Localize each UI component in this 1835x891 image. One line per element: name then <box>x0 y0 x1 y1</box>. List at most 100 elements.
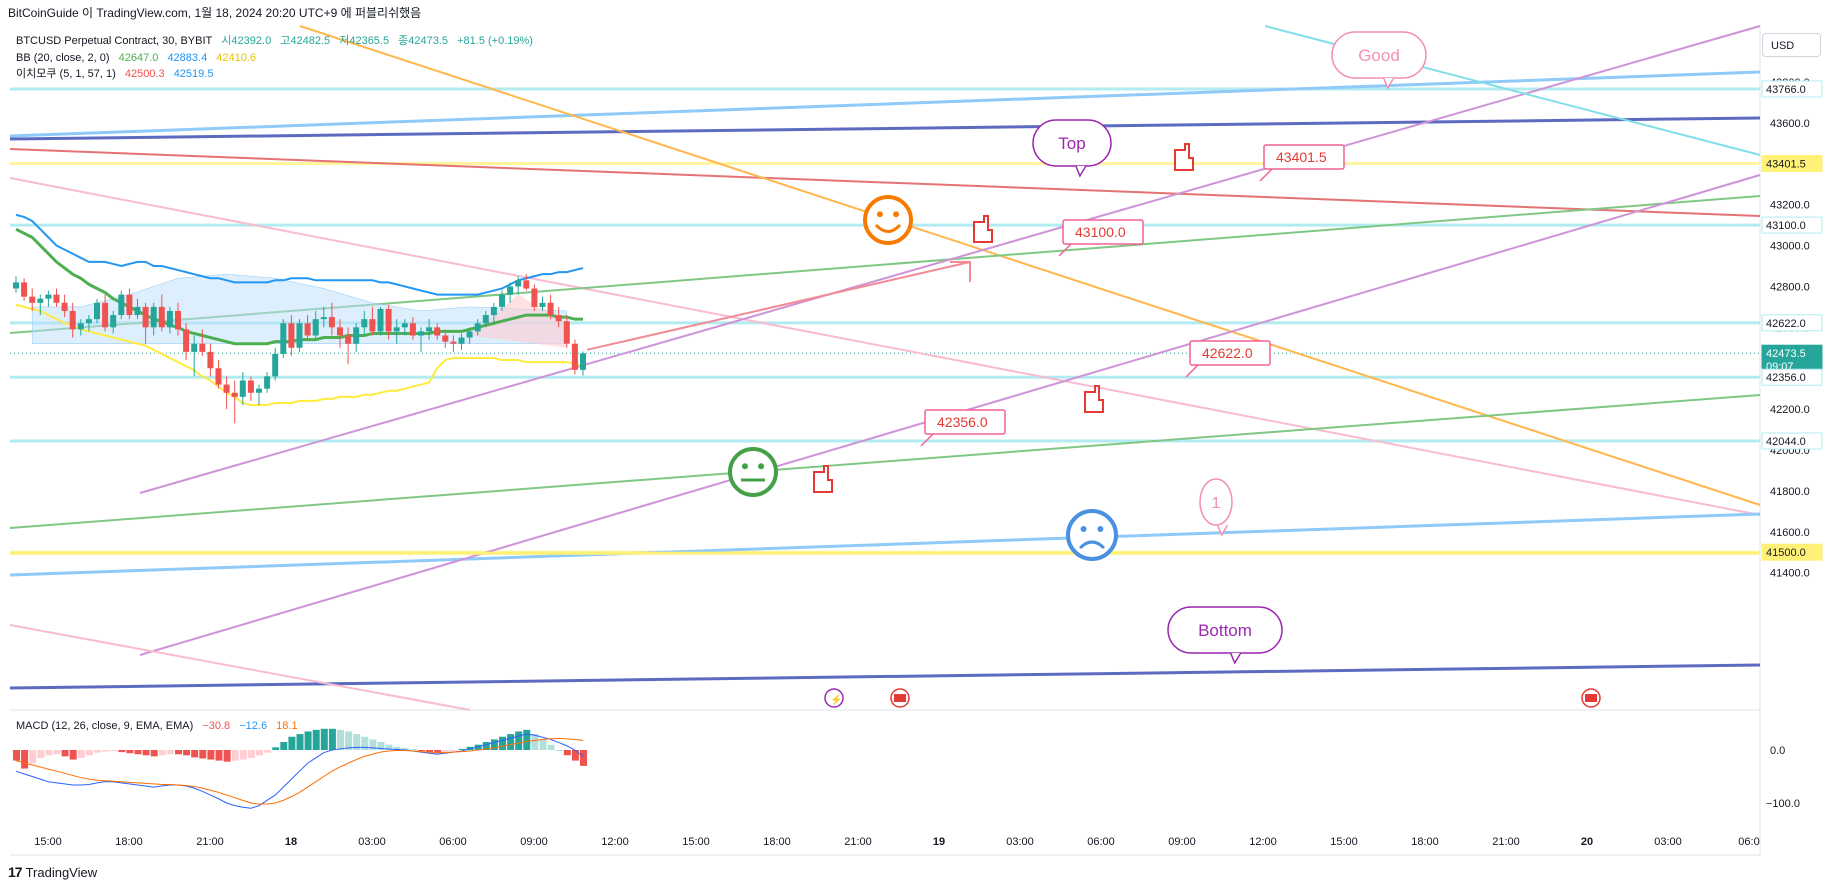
macd-histogram-bar <box>199 750 207 759</box>
candle-body <box>102 302 109 328</box>
one-bubble <box>1199 478 1233 526</box>
time-tick-label: 06:0 <box>1738 836 1759 848</box>
candle-body <box>353 327 360 344</box>
macd-label: MACD (12, 26, close, 9, EMA, EMA) <box>16 720 194 732</box>
smiley-happy-icon-mouth <box>874 223 902 233</box>
price-tag-label: 43401.5 <box>1766 158 1806 170</box>
macd-histogram-bar <box>328 728 336 750</box>
price-callout-box <box>1189 340 1271 366</box>
smiley-neutral-icon-eye <box>758 463 765 470</box>
top-bubble <box>1032 119 1112 167</box>
lightning-glyph: ⚡ <box>830 693 842 706</box>
macd-histogram-bar <box>320 728 328 750</box>
candle-body <box>21 282 28 297</box>
currency-button[interactable]: USD <box>1762 33 1821 57</box>
footer-brand: 17 TradingView <box>8 864 97 880</box>
macd-histogram-bar <box>288 736 296 750</box>
price-tag-label: 43766.0 <box>1766 84 1806 96</box>
smiley-neutral-icon-eye <box>741 463 748 470</box>
time-tick-label: 03:00 <box>358 836 386 848</box>
trend-line <box>9 394 1761 529</box>
forecast-arrowhead <box>950 261 971 282</box>
macd-histogram-bar <box>426 750 434 753</box>
ichimoku-b-value: 42519.5 <box>173 68 214 80</box>
candle-body <box>183 329 190 352</box>
candle-body <box>401 323 408 328</box>
price-tick-label: 43600.0 <box>1770 118 1810 130</box>
macd-line <box>15 733 584 809</box>
time-tick-label: 21:00 <box>196 836 224 848</box>
candle-body <box>134 306 141 316</box>
macd-histogram-bar <box>507 734 515 750</box>
price-tick-label: 42200.0 <box>1770 404 1810 416</box>
trend-line <box>9 148 1761 217</box>
price-tick-label: 43200.0 <box>1770 200 1810 212</box>
macd-histogram-bar <box>369 739 377 750</box>
candle-body <box>377 308 384 332</box>
candle-body <box>296 323 303 348</box>
macd-histogram-bar <box>539 739 547 750</box>
candle-body <box>337 327 343 336</box>
macd-histogram-bar <box>377 742 385 750</box>
candle-body <box>369 319 376 332</box>
top-label: Top <box>1058 134 1085 153</box>
macd-hist-value: −30.8 <box>202 720 231 732</box>
price-tick-label: 42800.0 <box>1770 281 1810 293</box>
time-tick-label: 03:00 <box>1006 836 1034 848</box>
smiley-happy-icon <box>863 195 913 245</box>
bb-lower-line <box>15 303 584 407</box>
candle-body <box>13 282 19 289</box>
macd-histogram-bar <box>531 734 539 750</box>
ichimoku-cloud-red <box>469 294 567 348</box>
macd-histogram-bar <box>150 750 158 757</box>
price-callout-box <box>1062 219 1144 245</box>
time-tick-label: 09:00 <box>1168 836 1196 848</box>
macd-histogram-bar <box>207 750 215 760</box>
candle-body <box>499 294 505 307</box>
candle-body <box>507 286 514 295</box>
trend-line <box>9 512 1761 577</box>
candle-body <box>523 280 530 289</box>
time-tick-label: 18:00 <box>115 836 143 848</box>
macd-histogram-bar <box>142 750 150 756</box>
smiley-neutral-icon <box>728 447 778 497</box>
price-callout-pointer <box>920 433 934 447</box>
macd-histogram-bar <box>393 746 401 750</box>
macd-histogram-bar <box>442 750 450 753</box>
macd-histogram-bar <box>490 739 498 750</box>
candle-body <box>61 302 68 311</box>
us-flag-stripes <box>1585 694 1597 702</box>
candle-body <box>304 323 311 336</box>
price-tag-box <box>1761 216 1823 234</box>
ohlc-high: 고42482.5 <box>280 35 331 47</box>
price-tag-box <box>1761 80 1823 98</box>
one-label: 1 <box>1212 495 1221 512</box>
smiley-happy-icon-eye <box>876 211 883 218</box>
candle-body <box>199 343 206 352</box>
candle-body <box>442 335 449 342</box>
macd-histogram-bar <box>523 729 531 750</box>
trend-line <box>139 25 1761 494</box>
price-callout-pointer <box>1259 168 1273 182</box>
time-tick-label: 09:00 <box>520 836 548 848</box>
price-tag-label: 42622.0 <box>1766 318 1806 330</box>
candle-body <box>272 353 279 377</box>
time-tick-label: 19 <box>933 836 945 848</box>
macd-histogram-bar <box>401 747 409 750</box>
tradingview-logo-icon: 17 <box>8 864 23 880</box>
candle-body <box>539 302 546 307</box>
time-tick-label: 21:00 <box>1492 836 1520 848</box>
macd-signal-line <box>15 737 584 805</box>
time-tick-label: 06:00 <box>1087 836 1115 848</box>
price-tick-label: 41800.0 <box>1770 486 1810 498</box>
macd-histogram-bar <box>264 750 272 753</box>
ohlc-open: 시42392.0 <box>221 35 272 47</box>
candle-body <box>69 310 76 330</box>
macd-histogram-bar <box>45 750 53 756</box>
bb-upper-line <box>15 213 584 296</box>
price-tag-label: 42473.5 <box>1766 348 1806 360</box>
time-tick-label: 06:00 <box>439 836 467 848</box>
macd-histogram-bar <box>239 750 247 760</box>
candle-body <box>110 315 117 328</box>
